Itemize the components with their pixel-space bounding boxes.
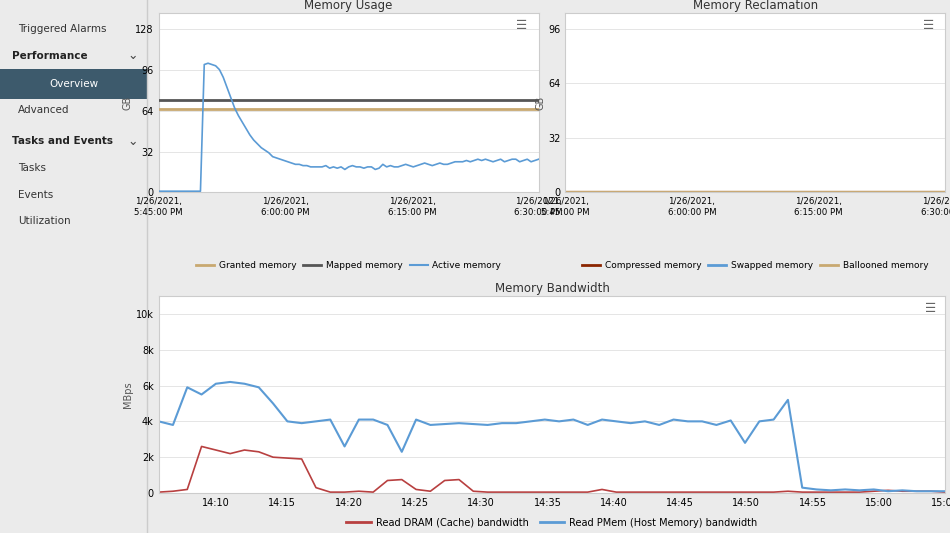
Legend: Granted memory, Mapped memory, Active memory: Granted memory, Mapped memory, Active me… bbox=[192, 258, 505, 274]
Read DRAM (Cache) bandwidth bbox=[940, 489, 950, 495]
Text: Triggered Alarms: Triggered Alarms bbox=[18, 25, 106, 34]
Read DRAM (Cache) bandwidth bbox=[153, 489, 164, 495]
Read PMem (Host Memory) bandwidth bbox=[654, 422, 665, 428]
Text: Overview: Overview bbox=[49, 79, 98, 88]
Read DRAM (Cache) bandwidth bbox=[654, 489, 665, 495]
Read PMem (Host Memory) bandwidth bbox=[611, 418, 622, 425]
Title: Memory Usage: Memory Usage bbox=[304, 0, 393, 12]
Text: Tasks and Events: Tasks and Events bbox=[11, 136, 113, 146]
Read PMem (Host Memory) bandwidth bbox=[883, 488, 894, 495]
Title: Memory Reclamation: Memory Reclamation bbox=[693, 0, 818, 12]
Legend: Compressed memory, Swapped memory, Ballooned memory: Compressed memory, Swapped memory, Ballo… bbox=[579, 258, 932, 274]
Text: Utilization: Utilization bbox=[18, 216, 70, 226]
Bar bbox=[0, 69, 147, 99]
Y-axis label: GB: GB bbox=[535, 96, 545, 110]
Text: Tasks: Tasks bbox=[18, 163, 46, 173]
Y-axis label: GB: GB bbox=[123, 96, 132, 110]
Read DRAM (Cache) bandwidth bbox=[453, 477, 465, 483]
Text: ⌄: ⌄ bbox=[127, 135, 138, 148]
Line: Read PMem (Host Memory) bandwidth: Read PMem (Host Memory) bandwidth bbox=[159, 382, 945, 491]
Read DRAM (Cache) bandwidth bbox=[167, 488, 179, 495]
Legend: Read DRAM (Cache) bandwidth, Read PMem (Host Memory) bandwidth: Read DRAM (Cache) bandwidth, Read PMem (… bbox=[343, 514, 761, 531]
Text: ☰: ☰ bbox=[922, 19, 934, 31]
Text: ☰: ☰ bbox=[924, 302, 936, 315]
Read DRAM (Cache) bandwidth bbox=[768, 489, 779, 495]
Text: Events: Events bbox=[18, 190, 53, 199]
Text: ⌄: ⌄ bbox=[127, 50, 138, 62]
Y-axis label: MBps: MBps bbox=[124, 381, 133, 408]
Read PMem (Host Memory) bandwidth bbox=[768, 416, 779, 423]
Read PMem (Host Memory) bandwidth bbox=[682, 418, 694, 425]
Text: Advanced: Advanced bbox=[18, 106, 69, 115]
Text: ☰: ☰ bbox=[516, 19, 527, 31]
Title: Memory Bandwidth: Memory Bandwidth bbox=[495, 282, 609, 295]
Read PMem (Host Memory) bandwidth bbox=[453, 420, 465, 426]
Read PMem (Host Memory) bandwidth bbox=[153, 418, 164, 425]
Read PMem (Host Memory) bandwidth bbox=[224, 379, 236, 385]
Read DRAM (Cache) bandwidth bbox=[196, 443, 207, 450]
Line: Read DRAM (Cache) bandwidth: Read DRAM (Cache) bandwidth bbox=[159, 447, 945, 492]
Text: Performance: Performance bbox=[11, 51, 87, 61]
Read DRAM (Cache) bandwidth bbox=[682, 489, 694, 495]
Read PMem (Host Memory) bandwidth bbox=[940, 488, 950, 495]
Read PMem (Host Memory) bandwidth bbox=[167, 422, 179, 428]
Read DRAM (Cache) bandwidth bbox=[611, 489, 622, 495]
